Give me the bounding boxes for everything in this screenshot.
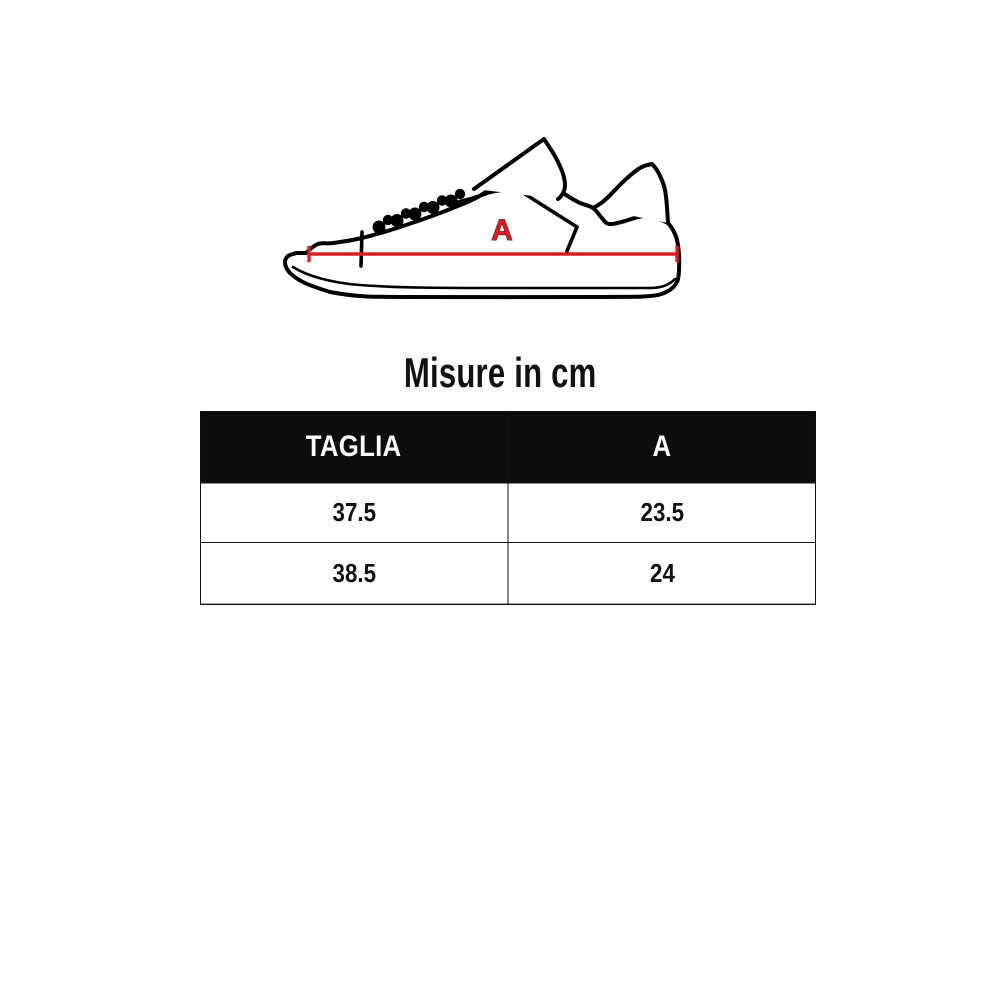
svg-text:A: A (491, 214, 513, 247)
